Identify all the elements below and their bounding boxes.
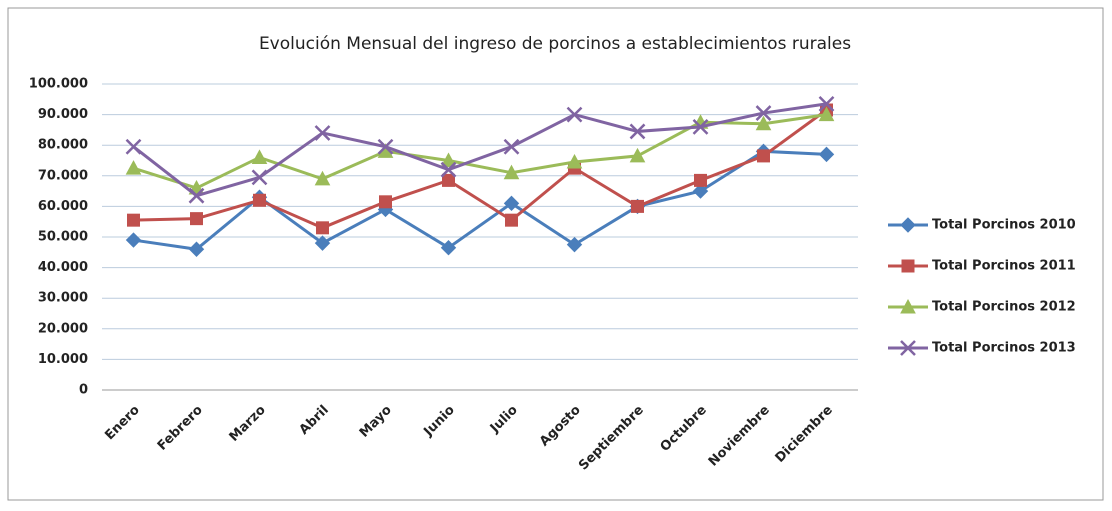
data-point [442,173,455,187]
data-point [818,106,835,122]
data-point [377,138,394,155]
data-point [818,146,835,163]
data-point [251,149,268,164]
data-point [503,138,520,155]
y-tick-label: 60.000 [38,199,88,214]
data-point [566,106,583,123]
data-point [629,147,646,163]
y-tick-label: 20.000 [38,321,88,336]
data-point [190,212,203,226]
legend-label: Total Porcinos 2012 [932,300,1076,315]
data-point [503,164,520,180]
data-point [127,213,140,227]
legend-label: Total Porcinos 2011 [932,259,1076,274]
data-point [566,236,583,253]
series-line [133,108,828,230]
legend-marker [900,217,916,233]
series-line [133,149,827,251]
data-point [251,169,268,186]
y-tick-label: 70.000 [38,168,88,183]
data-point [125,160,142,175]
legend-marker [901,259,915,273]
data-point [379,195,392,209]
legend-marker [900,298,916,314]
data-point [125,232,142,248]
data-point [125,138,142,155]
legend-label: Total Porcinos 2013 [932,341,1076,356]
data-point [440,152,457,167]
data-point [503,195,520,212]
series-line [132,102,827,198]
data-point [314,125,331,141]
data-point [505,213,518,227]
data-point [316,221,329,235]
y-tick-label: 90.000 [38,107,88,122]
y-tick-label: 10.000 [38,352,88,367]
y-tick-label: 40.000 [38,260,88,275]
data-point [818,96,835,112]
data-point [692,118,709,135]
y-tick-label: 100.000 [29,77,88,92]
data-point [188,187,205,204]
y-tick-label: 0 [79,383,88,398]
series-line [133,113,827,190]
y-tick-label: 50.000 [38,230,88,245]
data-point [755,115,772,131]
data-point [314,235,331,251]
legend-label: Total Porcinos 2010 [932,218,1076,233]
chart-border [7,7,1104,501]
data-point [440,240,457,256]
y-tick-label: 30.000 [38,291,88,306]
data-point [314,170,331,186]
data-point [440,161,457,178]
data-point [566,153,583,169]
chart-title: Evolución Mensual del ingreso de porcino… [259,34,851,54]
data-point [757,149,770,163]
data-point [755,105,772,121]
data-point [253,193,266,207]
data-point [631,199,644,213]
data-point [694,173,707,187]
data-point [629,123,646,140]
data-point [188,241,205,257]
legend-marker [900,340,916,356]
data-point [692,183,709,199]
y-tick-label: 80.000 [38,138,88,153]
